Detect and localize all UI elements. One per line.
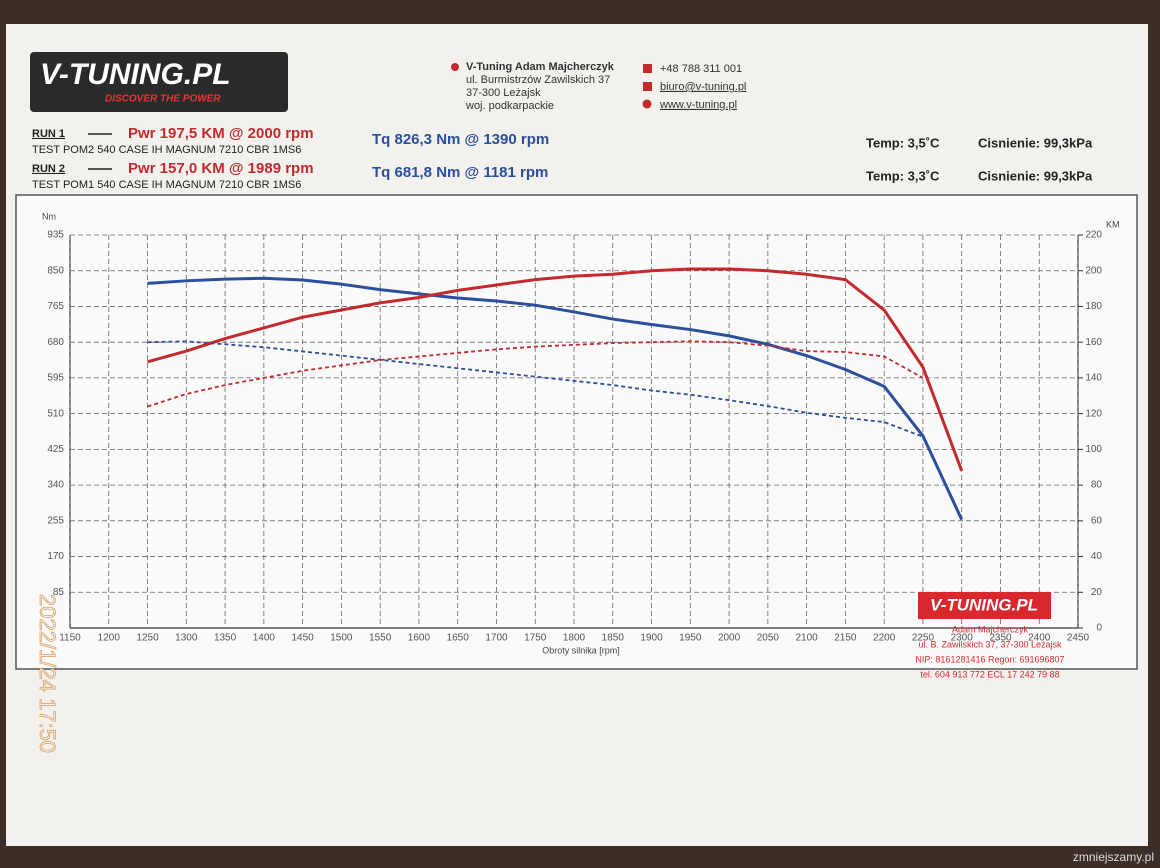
series-line	[147, 267, 964, 472]
x-tick-label: 1800	[563, 633, 586, 644]
timestamp: 2022/1/24 17:50	[35, 594, 60, 753]
x-tick-label: 1900	[640, 633, 663, 644]
y-tick-label: 850	[47, 265, 64, 276]
y-tick-label: 935	[47, 230, 64, 241]
x-tick-label: 2150	[834, 633, 857, 644]
y-tick-label: 425	[47, 444, 64, 455]
run-label: RUN 2	[32, 163, 65, 175]
x-tick-label: 1400	[253, 633, 276, 644]
y-tick-label: 510	[47, 408, 64, 419]
x-tick-label: 1950	[679, 633, 702, 644]
run-power: Pwr 197,5 KM @ 2000 rpm	[128, 125, 314, 142]
x-tick-label: 1500	[330, 633, 353, 644]
run-pressure: Cisnienie: 99,3kPa	[978, 135, 1093, 150]
y2-tick-label: 60	[1091, 515, 1103, 526]
x-tick-label: 2250	[912, 633, 935, 644]
address: 37-300 Leżajsk	[466, 87, 541, 99]
x-tick-label: 1650	[447, 633, 470, 644]
y2-tick-label: 100	[1085, 444, 1102, 455]
series-line	[147, 276, 964, 521]
x-tick-label: 1250	[136, 633, 159, 644]
x-tick-label: 2100	[795, 633, 818, 644]
logo-box	[30, 52, 288, 112]
y-tick-label: 765	[47, 301, 64, 312]
phone-icon	[643, 64, 652, 73]
email: biuro@v-tuning.pl	[660, 81, 746, 93]
stamp-logo: V-TUNING.PL	[930, 595, 1038, 614]
y-tick-label: 170	[47, 551, 64, 562]
run-label: RUN 1	[32, 128, 65, 140]
y2-axis-label: KM	[1106, 219, 1120, 229]
stamp-line: NIP: 8161281416 Regon: 691696807	[915, 654, 1064, 664]
x-tick-label: 2200	[873, 633, 896, 644]
x-tick-label: 1700	[485, 633, 508, 644]
x-tick-label: 1850	[602, 633, 625, 644]
stamp-line: tel. 604 913 772 ECL 17 242 79 88	[920, 669, 1059, 679]
company: V-Tuning Adam Majcherczyk	[466, 61, 615, 73]
x-tick-label: 2450	[1067, 633, 1090, 644]
stamp: V-TUNING.PL Adam Majcherczyk ul. B. Zawi…	[915, 592, 1065, 679]
stamp-line: ul. B. Zawilskich 37, 37-300 Leżajsk	[918, 639, 1062, 649]
x-tick-label: 1350	[214, 633, 237, 644]
watermark: zmniejszamy.pl	[1073, 850, 1154, 864]
x-tick-label: 1200	[98, 633, 121, 644]
x-tick-label: 2050	[757, 633, 780, 644]
logo: V-TUNING.PL DISCOVER THE POWER	[30, 52, 288, 112]
y-tick-label: 255	[47, 515, 64, 526]
run-description: TEST POM2 540 CASE IH MAGNUM 7210 CBR 1M…	[32, 144, 301, 156]
stamp-line: Adam Majcherczyk	[952, 624, 1029, 634]
y2-tick-label: 80	[1091, 480, 1103, 491]
x-tick-label: 2350	[989, 633, 1012, 644]
y-tick-label: 680	[47, 337, 64, 348]
web-icon	[642, 99, 652, 109]
x-tick-label: 1150	[59, 633, 81, 644]
x-tick-label: 1750	[524, 633, 547, 644]
run-torque: Tq 681,8 Nm @ 1181 rpm	[372, 164, 548, 181]
y-tick-label: 85	[53, 587, 65, 598]
chart-frame	[15, 194, 1138, 670]
pin-icon	[451, 63, 459, 71]
address: ul. Burmistrzów Zawilskich 37	[466, 74, 610, 86]
x-tick-label: 1550	[369, 633, 392, 644]
x-tick-label: 1450	[291, 633, 314, 644]
y2-tick-label: 140	[1085, 373, 1102, 384]
run-pressure: Cisnienie: 99,3kPa	[978, 168, 1093, 183]
series-line	[147, 340, 924, 438]
x-tick-label: 1300	[175, 633, 198, 644]
plot: 1150 1200 1250 1300 1350 1400 1450 1500 1550 1600…	[47, 230, 1102, 644]
address: woj. podkarpackie	[465, 100, 554, 112]
x-tick-label: 2000	[718, 633, 741, 644]
y2-tick-label: 0	[1096, 623, 1102, 634]
y2-tick-label: 160	[1085, 337, 1102, 348]
run-power: Pwr 157,0 KM @ 1989 rpm	[128, 160, 314, 177]
email-icon	[643, 82, 652, 91]
run-temp: Temp: 3,3˚C	[866, 168, 940, 183]
y2-tick-label: 20	[1091, 587, 1103, 598]
stamp-logo-box	[918, 592, 1051, 619]
y2-tick-label: 180	[1085, 301, 1102, 312]
series-line	[147, 340, 924, 408]
y2-tick-label: 40	[1091, 551, 1103, 562]
phone: +48 788 311 001	[660, 63, 742, 75]
logo-text: V-TUNING.PL	[40, 58, 231, 91]
logo-slogan: DISCOVER THE POWER	[105, 94, 221, 105]
y-tick-label: 340	[47, 480, 64, 491]
website: www.v-tuning.pl	[659, 99, 737, 111]
y2-tick-label: 220	[1085, 230, 1102, 241]
run-torque: Tq 826,3 Nm @ 1390 rpm	[372, 131, 549, 148]
x-axis-label: Obroty silnika [rpm]	[542, 645, 620, 655]
run-temp: Temp: 3,5˚C	[866, 135, 940, 150]
y2-tick-label: 120	[1085, 408, 1102, 419]
y-tick-label: 595	[47, 373, 64, 384]
x-tick-label: 2400	[1028, 633, 1051, 644]
y-axis-label: Nm	[42, 211, 56, 221]
x-tick-label: 1600	[408, 633, 431, 644]
y2-tick-label: 200	[1085, 265, 1102, 276]
run-description: TEST POM1 540 CASE IH MAGNUM 7210 CBR 1M…	[32, 179, 301, 191]
x-tick-label: 2300	[951, 633, 974, 644]
